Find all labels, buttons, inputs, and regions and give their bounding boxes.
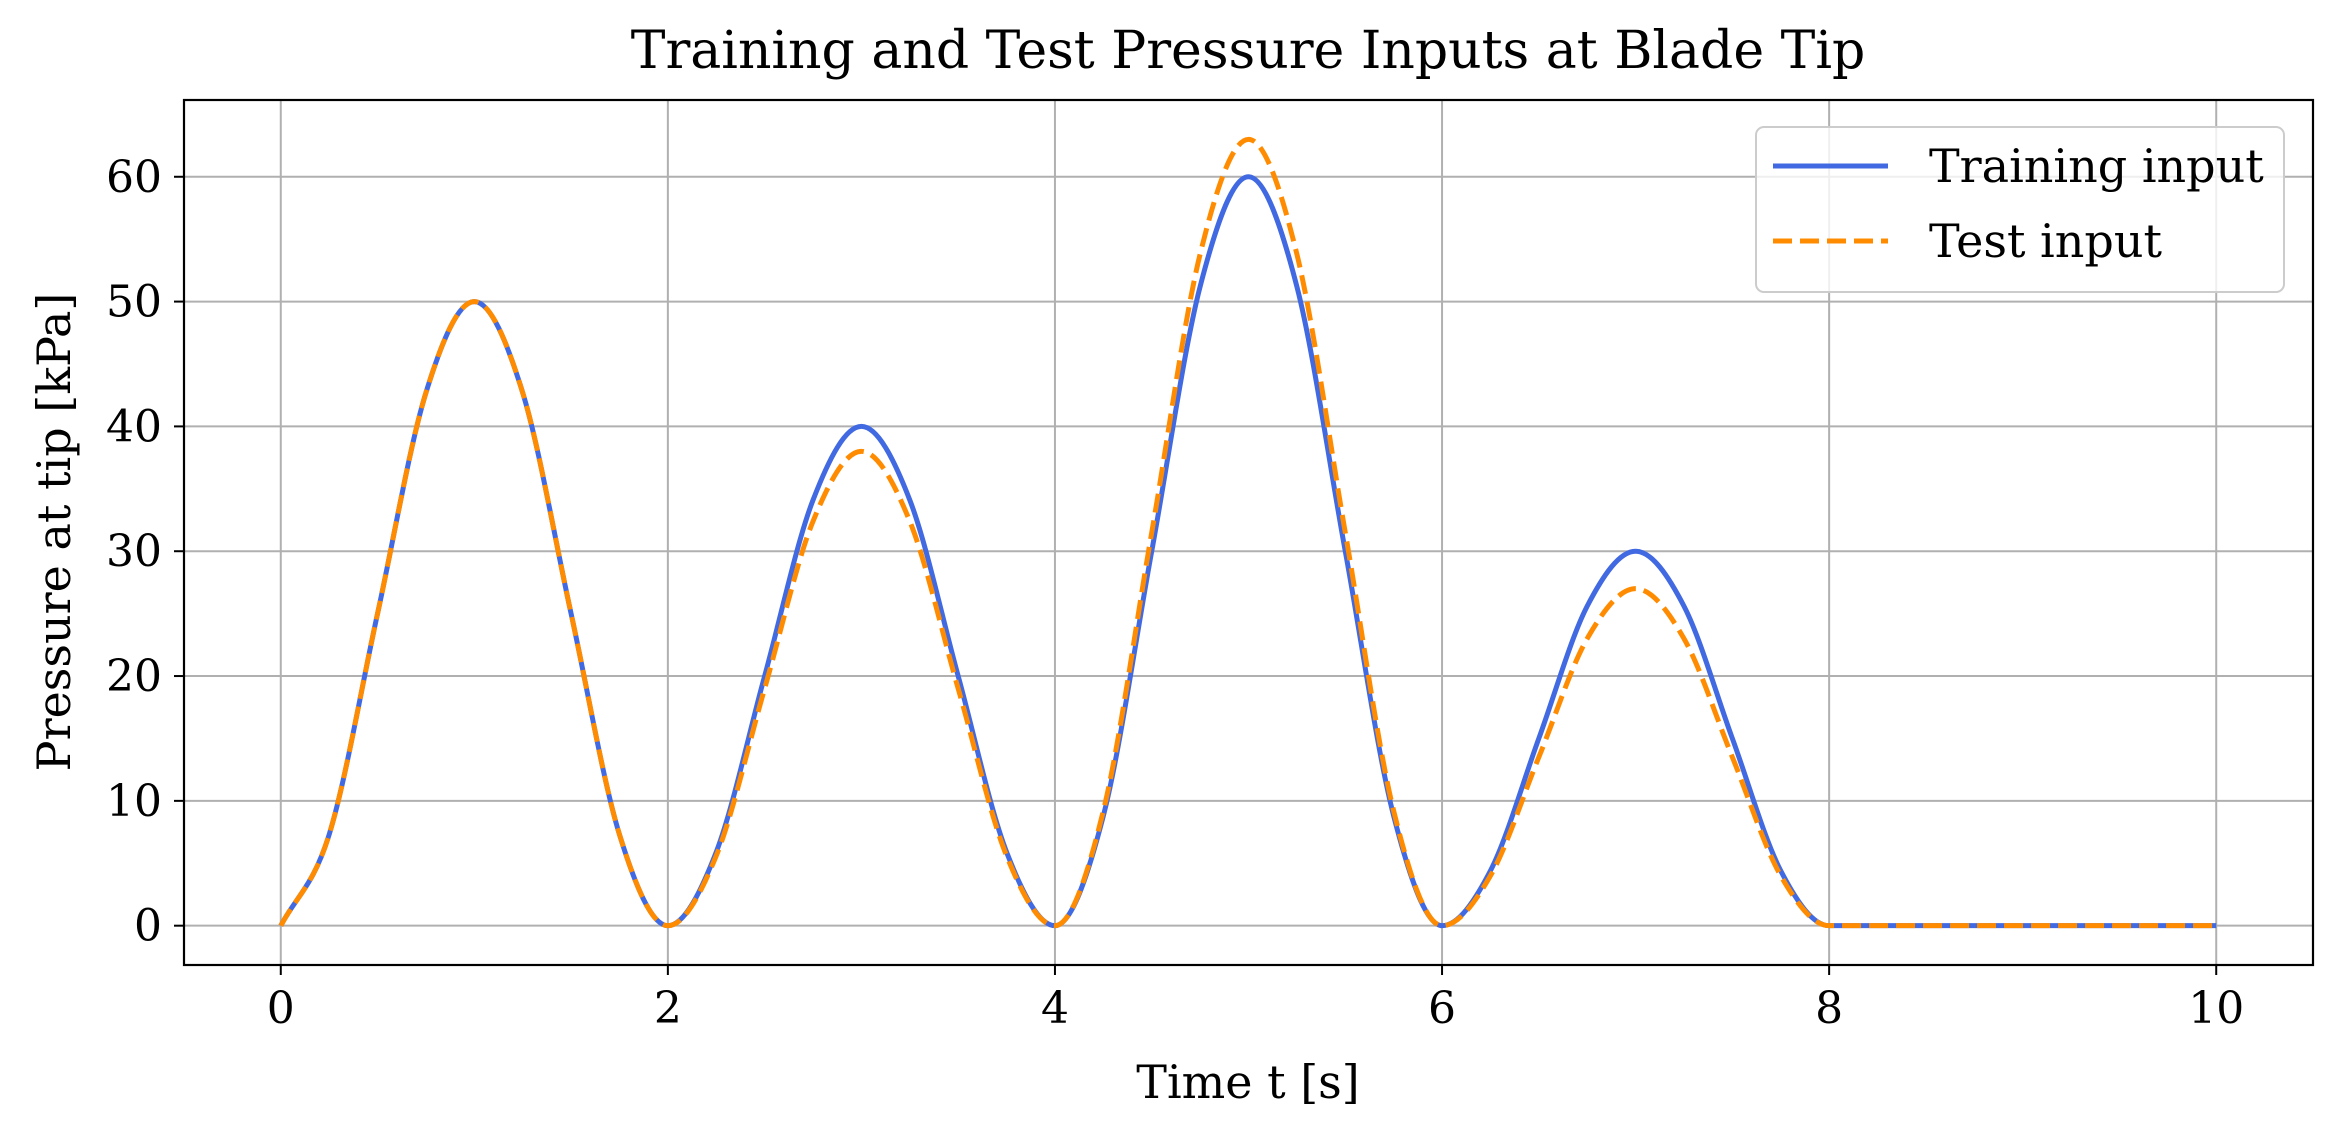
y-tick-label: 40 [106, 401, 162, 452]
plot-frame [182, 98, 2315, 967]
x-tick-label: 0 [267, 983, 295, 1034]
ticks: 0 2 4 6 8 10 0 10 20 30 40 50 60 [106, 152, 2244, 1034]
y-tick-label: 10 [106, 776, 162, 827]
x-tick-label: 6 [1428, 983, 1456, 1034]
x-tick-label: 4 [1041, 983, 1069, 1034]
x-tick-label: 2 [654, 983, 682, 1034]
legend-label-test: Test input [1929, 214, 2162, 268]
x-tick-label: 8 [1815, 983, 1843, 1034]
legend: Training input Test input [1755, 126, 2285, 293]
y-tick-label: 60 [106, 152, 162, 203]
x-axis-label: Time t [s] [1136, 1055, 1359, 1109]
y-tick-label: 0 [134, 901, 162, 952]
series-line-test [278, 136, 2217, 929]
y-tick-label: 20 [106, 651, 162, 702]
x-tick-label: 10 [2188, 983, 2244, 1034]
y-axis-label: Pressure at tip [kPa] [27, 293, 81, 772]
y-tick-label: 30 [106, 526, 162, 577]
chart-title: Training and Test Pressure Inputs at Bla… [631, 21, 1865, 81]
y-tick-label: 50 [106, 277, 162, 328]
series-layer [278, 136, 2217, 929]
legend-label-training: Training input [1929, 139, 2264, 193]
